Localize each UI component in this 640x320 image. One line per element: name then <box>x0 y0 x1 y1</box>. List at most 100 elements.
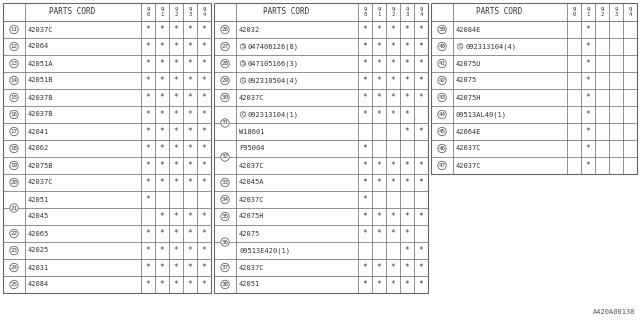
Text: *: * <box>188 263 192 272</box>
Text: *: * <box>419 127 423 136</box>
Text: 42051A: 42051A <box>28 60 54 67</box>
Text: 21: 21 <box>10 205 17 211</box>
Text: *: * <box>188 212 192 221</box>
Text: C: C <box>241 78 244 83</box>
Text: *: * <box>173 178 179 187</box>
Text: *: * <box>404 42 410 51</box>
Text: *: * <box>146 93 150 102</box>
Text: 42: 42 <box>438 78 445 83</box>
Text: C: C <box>458 44 461 49</box>
Text: 30: 30 <box>221 95 228 100</box>
Text: 9
2: 9 2 <box>392 7 395 17</box>
Text: *: * <box>586 110 590 119</box>
Text: 9
1: 9 1 <box>378 7 381 17</box>
Text: *: * <box>202 93 206 102</box>
Text: *: * <box>146 263 150 272</box>
Text: PARTS CORD: PARTS CORD <box>263 7 309 17</box>
Text: *: * <box>202 161 206 170</box>
Text: 42075B: 42075B <box>28 163 54 169</box>
Text: *: * <box>173 76 179 85</box>
Text: 37: 37 <box>221 265 228 270</box>
Text: 36: 36 <box>221 239 228 244</box>
Text: *: * <box>146 229 150 238</box>
Text: *: * <box>202 42 206 51</box>
Text: *: * <box>586 76 590 85</box>
Text: 25: 25 <box>10 282 17 287</box>
Text: *: * <box>363 161 367 170</box>
Text: *: * <box>390 42 396 51</box>
Text: 42032: 42032 <box>239 27 260 33</box>
Text: 27: 27 <box>221 44 228 49</box>
Text: 092313104(1): 092313104(1) <box>248 111 299 118</box>
Text: *: * <box>404 246 410 255</box>
Text: 9
4: 9 4 <box>202 7 205 17</box>
Text: *: * <box>390 25 396 34</box>
Text: 42051B: 42051B <box>28 77 54 84</box>
Text: *: * <box>202 280 206 289</box>
Text: 42037C: 42037C <box>28 180 54 186</box>
Text: *: * <box>202 59 206 68</box>
Text: *: * <box>363 178 367 187</box>
Text: *: * <box>146 246 150 255</box>
Bar <box>3 3 211 293</box>
Text: *: * <box>160 110 164 119</box>
Text: *: * <box>188 144 192 153</box>
Text: 41: 41 <box>438 61 445 66</box>
Text: 35: 35 <box>221 214 228 219</box>
Text: 47: 47 <box>438 163 445 168</box>
Text: *: * <box>404 263 410 272</box>
Text: *: * <box>363 59 367 68</box>
Text: 42045: 42045 <box>28 213 49 220</box>
Text: *: * <box>377 93 381 102</box>
Text: *: * <box>419 263 423 272</box>
Text: *: * <box>586 59 590 68</box>
Text: 24: 24 <box>10 265 17 270</box>
Text: *: * <box>188 42 192 51</box>
Text: 9
1: 9 1 <box>161 7 164 17</box>
Text: *: * <box>146 25 150 34</box>
Text: 09513E420(1): 09513E420(1) <box>239 247 290 254</box>
Text: *: * <box>404 229 410 238</box>
Text: 40: 40 <box>438 44 445 49</box>
Text: 12: 12 <box>10 44 17 49</box>
Text: 42075U: 42075U <box>456 60 481 67</box>
Text: *: * <box>419 161 423 170</box>
Text: *: * <box>146 144 150 153</box>
Text: *: * <box>363 212 367 221</box>
Text: 17: 17 <box>10 129 17 134</box>
Text: 42037C: 42037C <box>239 265 264 270</box>
Text: 20: 20 <box>10 180 17 185</box>
Text: *: * <box>188 246 192 255</box>
Text: 13: 13 <box>10 61 17 66</box>
Text: 28: 28 <box>221 61 228 66</box>
Text: 42037C: 42037C <box>456 146 481 151</box>
Text: *: * <box>173 161 179 170</box>
Text: 9
3: 9 3 <box>188 7 191 17</box>
Text: 44: 44 <box>438 112 445 117</box>
Text: 32: 32 <box>221 155 228 159</box>
Text: *: * <box>419 93 423 102</box>
Text: 047105166(3): 047105166(3) <box>248 60 299 67</box>
Text: PARTS CORD: PARTS CORD <box>49 7 95 17</box>
Text: *: * <box>173 280 179 289</box>
Text: *: * <box>188 127 192 136</box>
Text: 42037C: 42037C <box>28 27 54 33</box>
Text: 39: 39 <box>438 27 445 32</box>
Text: *: * <box>146 110 150 119</box>
Text: *: * <box>586 144 590 153</box>
Text: *: * <box>377 110 381 119</box>
Text: *: * <box>363 42 367 51</box>
Text: 42031: 42031 <box>28 265 49 270</box>
Text: *: * <box>188 59 192 68</box>
Text: *: * <box>188 280 192 289</box>
Text: 42084E: 42084E <box>456 27 481 33</box>
Text: *: * <box>390 212 396 221</box>
Text: 42037B: 42037B <box>28 94 54 100</box>
Text: *: * <box>173 127 179 136</box>
Text: *: * <box>160 59 164 68</box>
Text: F95004: F95004 <box>239 146 264 151</box>
Text: *: * <box>586 25 590 34</box>
Text: *: * <box>202 263 206 272</box>
Text: *: * <box>404 110 410 119</box>
Text: *: * <box>146 280 150 289</box>
